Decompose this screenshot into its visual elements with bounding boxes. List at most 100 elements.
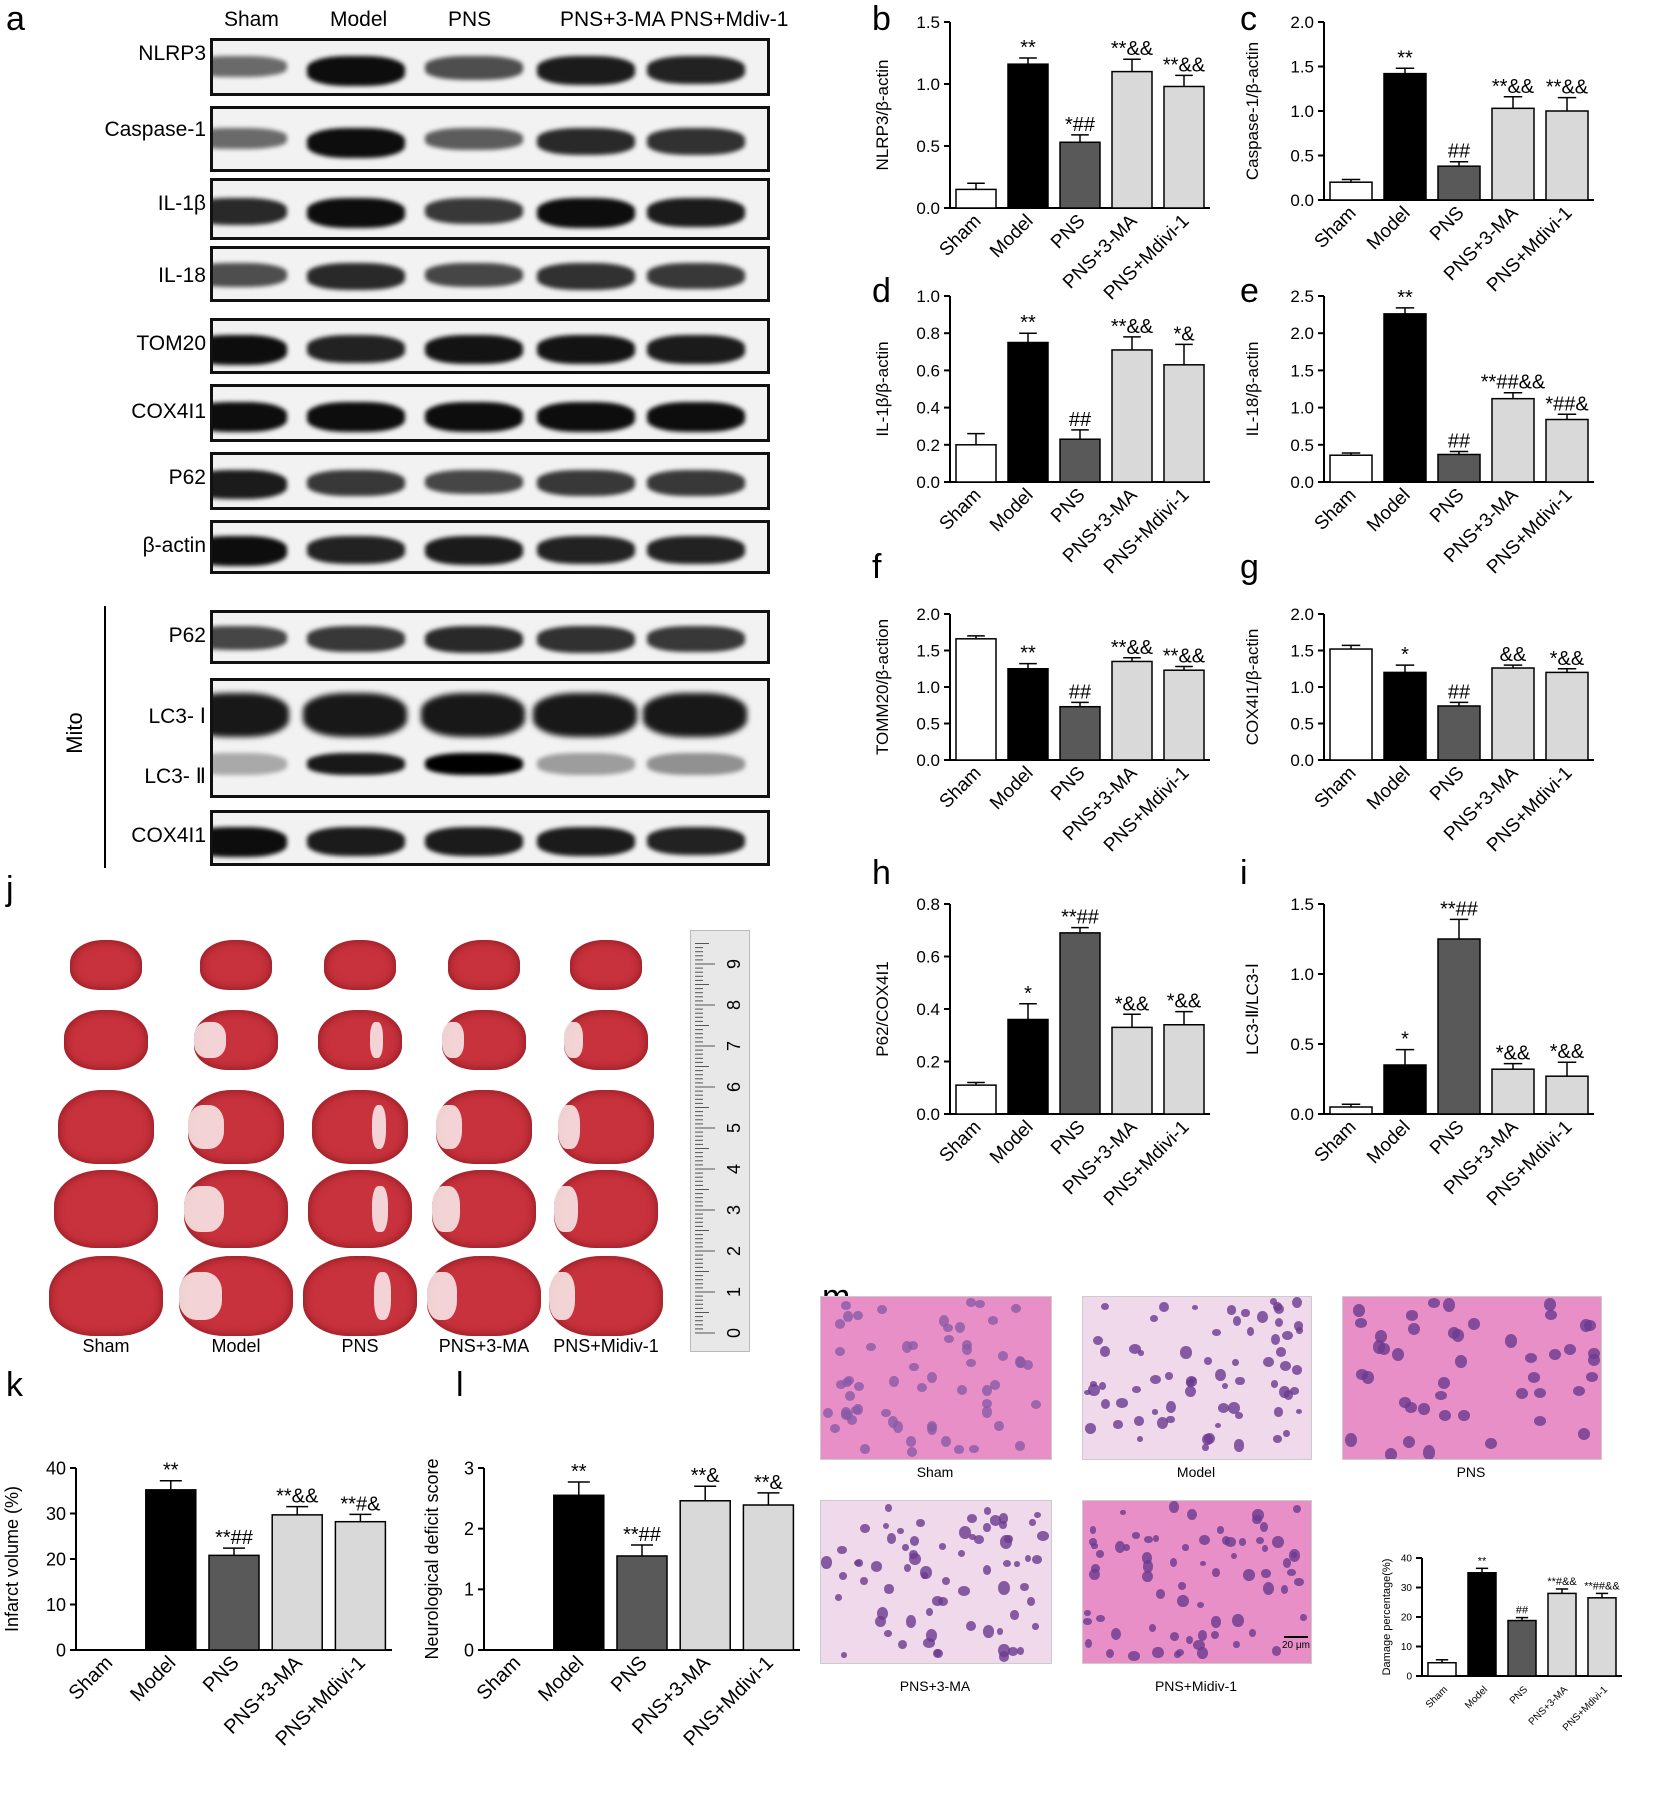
- nucleus: [959, 1526, 971, 1540]
- significance-mark: ##: [1448, 681, 1471, 703]
- bar-PNS: [1059, 705, 1101, 761]
- blot-band: [425, 470, 523, 494]
- blot-band: [307, 536, 405, 564]
- nucleus: [821, 1556, 832, 1569]
- nucleus: [1218, 1403, 1230, 1414]
- nucleus: [901, 1340, 912, 1353]
- nucleus: [1017, 1647, 1025, 1655]
- y-tick-label: 2: [464, 1519, 474, 1539]
- chart-infarct-volume: 0 10 20 30 40 Infarct volume (%) Sham ** Model **…: [2, 1458, 392, 1750]
- y-tick-label: 2.0: [1290, 13, 1314, 32]
- infarct-area: [179, 1272, 223, 1320]
- nucleus: [1197, 1630, 1208, 1642]
- x-tick-label: PNS: [1426, 1117, 1468, 1159]
- blot-band: [647, 56, 745, 84]
- brain-slice: [570, 940, 642, 990]
- nucleus: [1110, 1627, 1122, 1641]
- bar-Sham: [1329, 181, 1373, 201]
- x-tick-label: PNS: [1426, 485, 1468, 527]
- x-tick-label: Sham: [936, 211, 986, 261]
- y-tick-label: 1.0: [1290, 399, 1314, 418]
- nucleus: [1144, 1536, 1153, 1543]
- nucleus: [1226, 1305, 1237, 1315]
- nucleus: [1280, 1361, 1292, 1372]
- y-tick-label: 20: [1401, 1613, 1413, 1624]
- nucleus: [969, 1444, 980, 1453]
- nucleus: [1114, 1541, 1126, 1554]
- nucleus: [1256, 1537, 1264, 1545]
- nucleus: [851, 1405, 862, 1414]
- y-tick-label: 20: [46, 1549, 66, 1569]
- nucleus: [884, 1630, 893, 1637]
- nucleus: [1129, 1343, 1141, 1354]
- bar-Sham: [1329, 648, 1373, 761]
- mito-row-label: COX4I1: [131, 824, 206, 847]
- nucleus: [910, 1535, 920, 1546]
- nucleus: [1427, 1298, 1440, 1308]
- significance-mark: **&&: [1492, 76, 1535, 98]
- y-tick-label: 1.5: [916, 13, 940, 32]
- nucleus: [934, 1649, 941, 1658]
- nucleus: [1150, 1315, 1158, 1323]
- nucleus: [1028, 1518, 1036, 1527]
- panel-label-a: a: [6, 0, 25, 38]
- nucleus: [1452, 1329, 1465, 1342]
- nucleus: [875, 1616, 886, 1628]
- bar-PNS: [616, 1555, 668, 1651]
- significance-mark: **&&: [1111, 38, 1154, 60]
- chart-nlrp3: 0.0 0.5 1.0 1.5 NLRP3/β-actin Sham ** Model *## P…: [873, 13, 1210, 304]
- y-tick-label: 1.5: [1290, 641, 1314, 660]
- nucleus: [1181, 1544, 1189, 1551]
- nucleus: [1270, 1298, 1278, 1306]
- nucleus: [1443, 1297, 1456, 1312]
- significance-mark: *&&: [1550, 1041, 1585, 1063]
- nucleus: [1142, 1570, 1154, 1583]
- nucleus: [1030, 1400, 1041, 1410]
- ruler-label: 2: [724, 1246, 744, 1256]
- infarct-area: [554, 1185, 578, 1233]
- bar-PNS+Mdivi-1: [1545, 671, 1589, 761]
- nucleus: [1587, 1354, 1600, 1367]
- nucleus: [841, 1377, 852, 1388]
- nucleus: [901, 1543, 909, 1552]
- y-axis-label: TOMM20/β-action: [873, 619, 892, 755]
- nucleus: [1106, 1649, 1115, 1659]
- bar-PNS: [1437, 453, 1481, 483]
- nucleus: [1199, 1535, 1210, 1546]
- infarct-area: [549, 1272, 575, 1320]
- nucleus: [982, 1406, 993, 1418]
- chart-tomm20: 0.0 0.5 1.0 1.5 2.0 TOMM20/β-action Sham ** Mode…: [873, 605, 1210, 856]
- y-tick-label: 1.5: [916, 641, 940, 660]
- blot-band: [307, 626, 405, 652]
- nucleus: [915, 1518, 925, 1528]
- blot-band-lc3-1: [421, 693, 525, 737]
- mito-row-label: LC3- Ⅱ: [144, 765, 206, 788]
- nucleus: [1186, 1508, 1198, 1521]
- blot-band: [425, 263, 523, 287]
- nucleus: [1002, 1559, 1011, 1567]
- nucleus: [829, 1423, 840, 1433]
- nucleus: [1185, 1635, 1193, 1645]
- he-image: [1082, 1500, 1312, 1664]
- y-tick-label: 2.0: [1290, 324, 1314, 343]
- nucleus: [1089, 1526, 1096, 1534]
- significance-mark: &&: [1500, 644, 1527, 666]
- nucleus: [966, 1514, 977, 1523]
- blot-band: [213, 470, 287, 499]
- nucleus: [1384, 1448, 1397, 1459]
- blot-row-label: P62: [168, 466, 206, 489]
- significance-mark: *: [1401, 644, 1409, 666]
- brain-slice: [442, 1010, 526, 1070]
- y-tick-label: 0.0: [916, 1105, 940, 1124]
- bar-PNS+Mdivi-1: [742, 1504, 795, 1651]
- nucleus: [1088, 1384, 1100, 1397]
- chart-damage-percentage: 0 10 20 30 40 Damage percentage(%) Sham ** Model…: [1381, 1554, 1622, 1734]
- x-tick-label: Model: [1363, 203, 1414, 254]
- nucleus: [1157, 1417, 1169, 1429]
- y-tick-label: 0.5: [916, 137, 940, 156]
- panel-label-e: e: [1240, 272, 1259, 310]
- brain-slice: [200, 940, 272, 990]
- he-caption: Model: [1176, 1464, 1216, 1480]
- x-tick-label: Sham: [473, 1652, 526, 1705]
- y-tick-label: 0: [56, 1640, 66, 1660]
